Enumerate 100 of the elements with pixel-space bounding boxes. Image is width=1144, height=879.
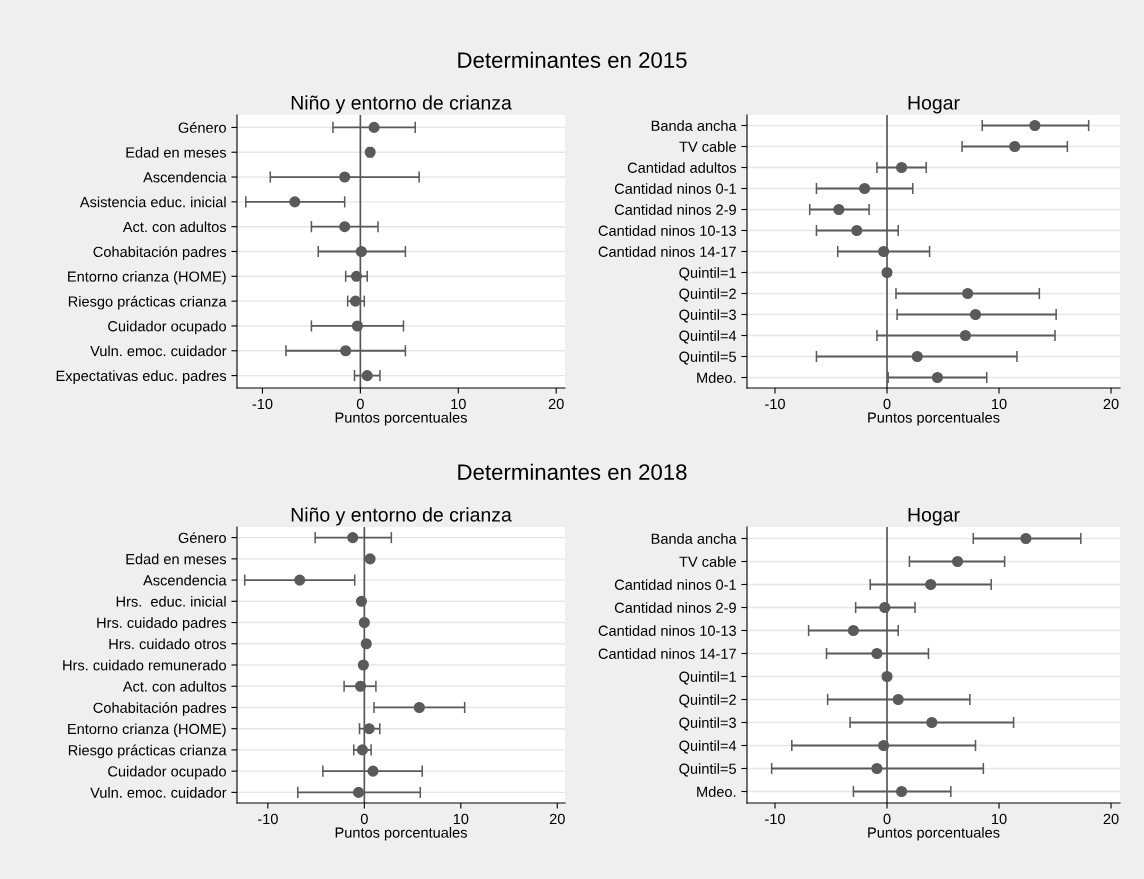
x-tick-label: 20 bbox=[1103, 813, 1119, 825]
x-tick-label: 0 bbox=[883, 398, 891, 410]
y-tick-label: Asistencia educ. inicial bbox=[79, 196, 226, 208]
y-tick-label: Cantidad ninos 0-1 bbox=[614, 579, 736, 590]
point bbox=[878, 739, 890, 752]
chart-title: Niño y entorno de crianza bbox=[291, 95, 512, 114]
point bbox=[911, 350, 923, 363]
point bbox=[347, 532, 359, 544]
point bbox=[354, 680, 367, 692]
x-tick-label: 0 bbox=[356, 398, 364, 410]
y-tick-label: Riesgo prácticas crianza bbox=[68, 295, 227, 310]
point bbox=[294, 574, 306, 586]
x-tick-label: 20 bbox=[548, 398, 564, 410]
point bbox=[926, 716, 938, 729]
point bbox=[833, 203, 845, 216]
y-tick-label: Cohabitación padres bbox=[93, 246, 227, 260]
y-tick-label: Ascendencia bbox=[143, 574, 227, 586]
y-tick-label: Cantidad ninos 2-9 bbox=[614, 602, 736, 613]
y-tick-label: Banda ancha bbox=[651, 120, 737, 131]
point bbox=[357, 659, 369, 671]
point bbox=[351, 320, 363, 332]
y-tick-label: Banda ancha bbox=[651, 533, 737, 544]
y-tick-label: Género bbox=[178, 121, 226, 133]
y-tick-label: Hrs. cuidado padres bbox=[97, 617, 227, 631]
point bbox=[358, 616, 370, 629]
y-tick-label: Vuln. emoc. cuidador bbox=[90, 787, 227, 798]
point bbox=[361, 370, 373, 382]
y-tick-label: Ascendencia bbox=[143, 171, 227, 183]
y-tick-label: Act. con adultos bbox=[122, 680, 227, 692]
y-tick-label: Hrs. cuidado otros bbox=[109, 638, 227, 650]
y-tick-label: Quintil=3 bbox=[679, 309, 736, 323]
x-tick-label: 20 bbox=[1103, 398, 1119, 410]
x-tick-label: 10 bbox=[992, 813, 1007, 825]
y-tick-label: Riesgo prácticas crianza bbox=[68, 744, 227, 759]
point bbox=[367, 765, 379, 777]
text: Determinantes en 2018 bbox=[458, 463, 687, 480]
x-tick-label: -10 bbox=[252, 398, 273, 410]
x-tick-label: 10 bbox=[451, 398, 466, 410]
y-tick-label: Quintil=4 bbox=[679, 330, 737, 344]
y-tick-label: TV cable bbox=[679, 141, 736, 152]
point bbox=[363, 723, 375, 735]
y-tick-label: Cantidad adultos bbox=[627, 162, 737, 173]
point bbox=[881, 670, 893, 683]
y-tick-label: Vuln. emoc. cuidador bbox=[90, 345, 227, 357]
text: Determinantes en 2015 bbox=[458, 51, 687, 68]
y-tick-label: Cuidador ocupado bbox=[108, 765, 226, 780]
point bbox=[896, 161, 908, 174]
x-tick-label: -10 bbox=[257, 813, 278, 825]
point bbox=[859, 182, 871, 195]
y-tick-label: Quintil=4 bbox=[679, 740, 737, 754]
y-tick-label: Edad en meses bbox=[126, 146, 227, 158]
point bbox=[360, 638, 372, 650]
y-tick-label: Entorno crianza (HOME) bbox=[68, 723, 226, 737]
point bbox=[1029, 119, 1041, 132]
y-tick-label: Cantidad ninos 14-17 bbox=[598, 648, 736, 659]
x-tick-label: 0 bbox=[360, 813, 368, 825]
chart-title: Hogar bbox=[908, 508, 960, 526]
point bbox=[871, 762, 883, 775]
point bbox=[352, 786, 365, 798]
y-tick-label: Quintil=3 bbox=[679, 717, 736, 731]
point bbox=[959, 329, 971, 342]
x-axis-title: Puntos porcentuales bbox=[335, 827, 467, 841]
point bbox=[878, 245, 890, 258]
x-axis-title: Puntos porcentuales bbox=[868, 827, 1000, 841]
y-tick-label: Mdeo. bbox=[697, 786, 736, 797]
point bbox=[847, 624, 859, 637]
y-tick-label: Cantidad ninos 0-1 bbox=[614, 183, 736, 194]
y-tick-label: Cantidad ninos 10-13 bbox=[598, 625, 736, 636]
y-tick-label: Expectativas educ. padres bbox=[56, 370, 227, 384]
point bbox=[355, 595, 368, 607]
x-axis-title: Puntos porcentuales bbox=[335, 412, 467, 426]
point bbox=[350, 270, 363, 282]
point bbox=[356, 744, 368, 756]
chart-title: Niño y entorno de crianza bbox=[291, 507, 512, 526]
y-tick-label: Quintil=1 bbox=[679, 267, 736, 281]
y-tick-label: Cantidad ninos 10-13 bbox=[598, 225, 736, 236]
y-tick-label: TV cable bbox=[679, 556, 736, 567]
x-tick-label: 10 bbox=[453, 813, 469, 825]
point bbox=[871, 647, 883, 660]
point bbox=[413, 701, 425, 714]
y-tick-label: Mdeo. bbox=[697, 372, 736, 383]
y-tick-label: Entorno crianza (HOME) bbox=[68, 271, 226, 285]
x-tick-label: -10 bbox=[765, 398, 785, 410]
y-tick-label: Cantidad ninos 14-17 bbox=[598, 246, 736, 257]
y-tick-label: Quintil=1 bbox=[679, 671, 736, 685]
point bbox=[892, 693, 904, 706]
y-tick-label: Quintil=5 bbox=[679, 763, 736, 777]
y-tick-label: Género bbox=[178, 532, 226, 544]
x-tick-label: 20 bbox=[549, 813, 565, 825]
x-tick-label: 0 bbox=[883, 813, 891, 825]
point bbox=[289, 196, 301, 208]
point bbox=[339, 221, 351, 233]
point bbox=[925, 578, 937, 591]
y-tick-label: Act. con adultos bbox=[122, 221, 227, 233]
x-tick-label: 10 bbox=[992, 398, 1007, 410]
point bbox=[896, 785, 908, 798]
point bbox=[851, 224, 863, 237]
chart-title: Hogar bbox=[908, 96, 960, 114]
point bbox=[368, 121, 380, 133]
point bbox=[952, 555, 964, 568]
